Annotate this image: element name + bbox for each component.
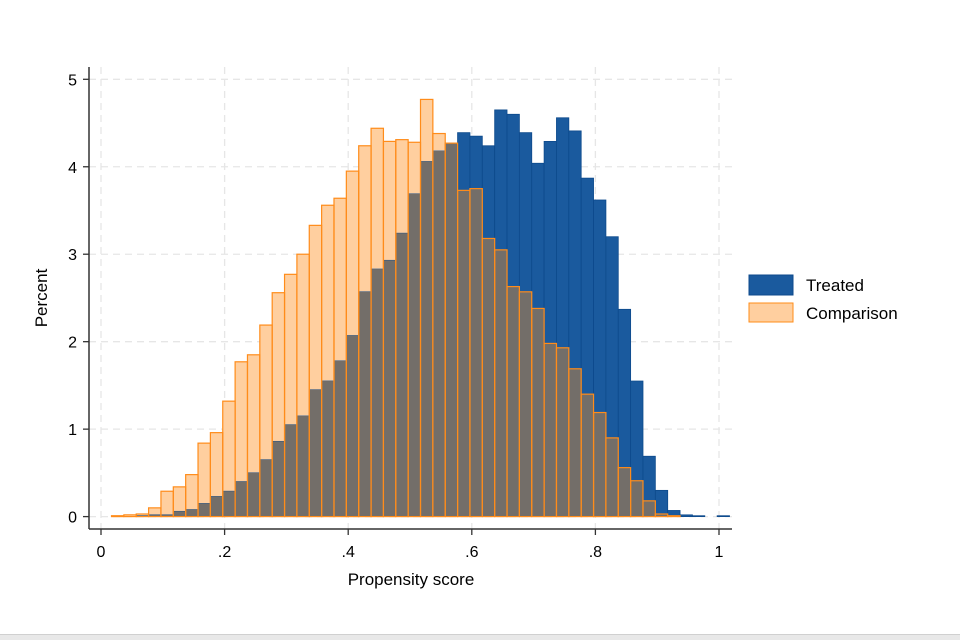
legend-item-comparison: Comparison (748, 302, 898, 323)
bottom-strip (0, 634, 960, 640)
overlap-bar (531, 308, 545, 517)
ticks: 0 1 2 3 4 5 0 .2 .4 .6 .8 1 (68, 72, 723, 561)
comparison-bar (148, 507, 161, 517)
comparison-bar-outline (110, 515, 125, 518)
overlap-bar (544, 343, 557, 517)
overlap-bar (494, 249, 508, 517)
y-tick-label: 5 (68, 72, 77, 89)
comparison-bar (235, 361, 248, 517)
treated-bar (692, 515, 706, 518)
comparison-bar-outline (642, 500, 656, 518)
overlap-bar (296, 416, 310, 517)
y-tick-label: 2 (68, 335, 77, 352)
overlap-bar (556, 347, 569, 517)
overlap-bar (457, 190, 470, 517)
overlap-bar (346, 335, 359, 517)
comparison-bar (198, 443, 211, 517)
overlap-bar (642, 500, 656, 517)
overlap-bar (408, 193, 421, 517)
y-axis-title: Percent (32, 268, 51, 327)
overlap-bar (247, 472, 260, 517)
comparison-bar-outline (667, 515, 681, 518)
comparison-bar (160, 491, 174, 517)
comparison-bar (136, 513, 149, 517)
overlap-bar (309, 389, 322, 517)
x-tick-label: .6 (465, 544, 478, 561)
x-tick-label: .8 (589, 544, 602, 561)
overlap-bar (605, 437, 619, 517)
overlap-bar (519, 291, 532, 517)
overlap-bar (507, 286, 520, 517)
overlap-bar (259, 459, 273, 517)
overlap-bar (321, 381, 334, 517)
legend-swatch-treated (748, 274, 794, 296)
overlap-bar (210, 496, 223, 517)
overlap-bar (445, 143, 458, 517)
overlap-bar (160, 514, 174, 517)
overlap-bar (371, 269, 384, 517)
legend: Treated Comparison (748, 274, 898, 323)
overlap-bar (568, 368, 582, 517)
comparison-bar (173, 486, 186, 517)
overlap-bar (284, 424, 297, 517)
legend-label-comparison: Comparison (806, 304, 898, 323)
legend-swatch-comparison (748, 302, 794, 323)
overlap-bar (333, 360, 347, 517)
x-tick-label: .4 (342, 544, 355, 561)
x-axis-title: Propensity score (348, 570, 475, 589)
x-tick-label: 0 (97, 544, 106, 561)
y-tick-label: 1 (68, 422, 77, 439)
overlap-bar (272, 441, 285, 517)
comparison-bar (210, 432, 223, 517)
x-tick-label: 1 (715, 544, 724, 561)
comparison-bar (123, 514, 137, 517)
comparison-bar (222, 401, 236, 517)
treated-bar (679, 514, 693, 518)
legend-item-treated: Treated (748, 274, 864, 296)
overlap-bar (618, 467, 631, 517)
overlap-bar (222, 491, 236, 517)
overlap-bar (655, 513, 668, 517)
overlap-bar (630, 480, 643, 517)
overlap-bar (482, 238, 495, 517)
overlap-bar (593, 412, 606, 517)
y-tick-label: 4 (68, 160, 77, 177)
overlap-bar (235, 481, 248, 517)
overlap-bar (198, 503, 211, 517)
overlap-bar (469, 188, 483, 517)
comparison-bar (185, 474, 199, 517)
y-tick-label: 3 (68, 247, 77, 264)
treated-bar (716, 515, 730, 518)
overlap-bar (420, 161, 433, 517)
histogram-bars (110, 98, 730, 518)
overlap-bar (185, 509, 199, 517)
treated-bar (654, 489, 669, 517)
overlap-bar (173, 511, 186, 517)
y-tick-label: 0 (68, 510, 77, 527)
overlap-bar (581, 394, 594, 517)
overlap-bar (432, 151, 446, 517)
overlap-bar (148, 514, 161, 517)
overlap-bar (383, 260, 396, 517)
x-tick-label: .2 (218, 544, 231, 561)
overlap-bar (395, 233, 409, 517)
overlap-bar (358, 291, 372, 517)
axes (88, 67, 732, 530)
comparison-bar-outline (630, 480, 644, 518)
legend-label-treated: Treated (806, 276, 864, 295)
